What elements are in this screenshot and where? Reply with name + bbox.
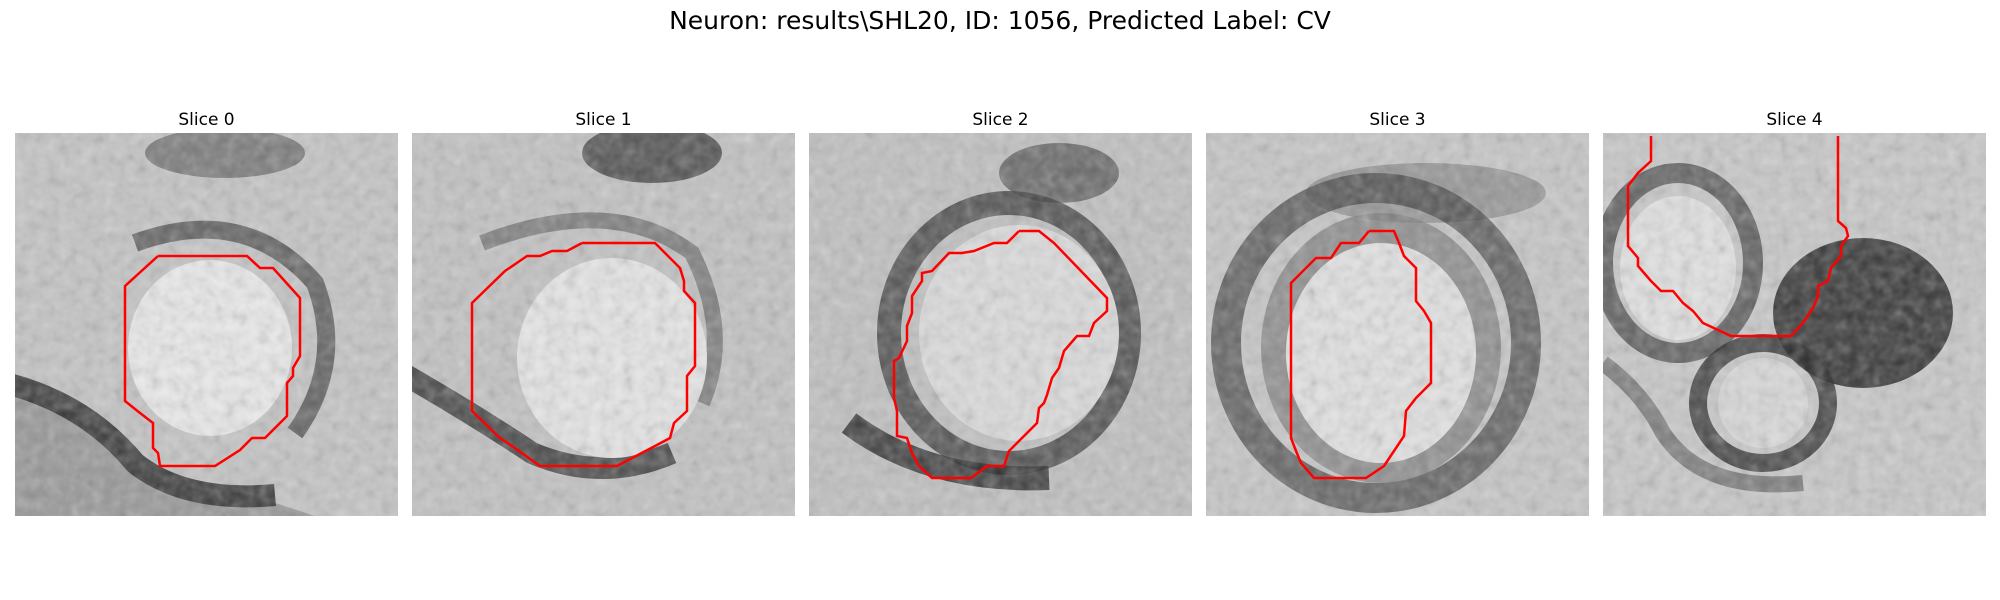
contour-4: [1626, 136, 1850, 338]
contour-3: [1289, 229, 1433, 480]
slice-image-2: [809, 133, 1192, 516]
contour-1: [470, 241, 697, 468]
slice-panel-4: Slice 4: [1603, 107, 1986, 516]
slice-panel-2: Slice 2: [809, 107, 1192, 516]
slice-panel-3: Slice 3: [1206, 107, 1589, 516]
slice-title-3: Slice 3: [1369, 110, 1426, 130]
slice-title-4: Slice 4: [1766, 110, 1823, 130]
slice-image-1: [412, 133, 795, 516]
figure-title: Neuron: results\SHL20, ID: 1056, Predict…: [669, 6, 1331, 35]
slice-title-2: Slice 2: [972, 110, 1029, 130]
slice-image-4: [1603, 133, 1986, 516]
slice-image-3: [1206, 133, 1589, 516]
contour-0: [123, 254, 302, 468]
contour-2: [892, 229, 1109, 480]
slice-panel-1: Slice 1: [412, 107, 795, 516]
slice-title-1: Slice 1: [575, 110, 632, 130]
slice-image-0: [15, 133, 398, 516]
slice-title-0: Slice 0: [178, 110, 235, 130]
slice-panel-0: Slice 0: [15, 107, 398, 516]
